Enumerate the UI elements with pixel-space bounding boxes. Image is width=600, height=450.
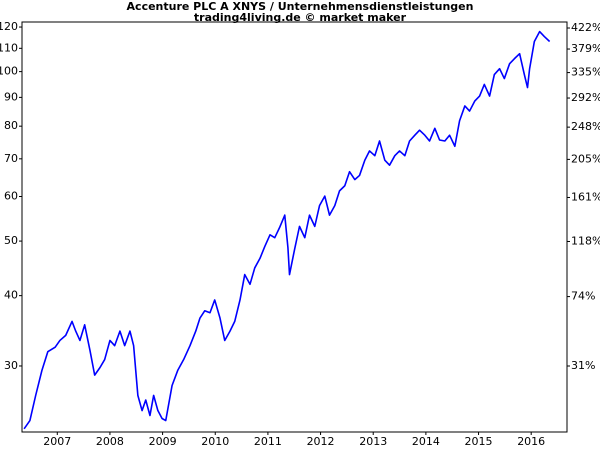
x-tick-label: 2012: [307, 435, 335, 448]
y2-tick-label: 248%: [571, 120, 600, 133]
y-tick-label: 50: [4, 234, 18, 247]
y-tick-label: 70: [4, 152, 18, 165]
y2-tick-label: 422%: [571, 21, 600, 34]
y-tick-label: 90: [4, 90, 18, 103]
y-tick-label: 40: [4, 289, 18, 302]
x-tick-label: 2013: [359, 435, 387, 448]
x-tick-label: 2016: [517, 435, 545, 448]
x-tick-label: 2009: [149, 435, 177, 448]
y2-tick-label: 118%: [571, 234, 600, 247]
y2-tick-label: 205%: [571, 152, 600, 165]
y-tick-label: 100: [0, 65, 18, 78]
y-tick-label: 60: [4, 190, 18, 203]
y2-tick-label: 335%: [571, 66, 600, 79]
y-tick-label: 120: [0, 20, 18, 33]
x-tick-label: 2007: [43, 435, 71, 448]
chart-subtitle: trading4living.de © market maker: [194, 11, 407, 24]
y2-tick-label: 31%: [571, 359, 595, 372]
x-tick-label: 2011: [254, 435, 282, 448]
y2-tick-label: 292%: [571, 91, 600, 104]
y-tick-label: 30: [4, 359, 18, 372]
plot-frame: [21, 21, 568, 433]
x-tick-label: 2015: [465, 435, 493, 448]
y2-tick-label: 161%: [571, 190, 600, 203]
x-tick-label: 2008: [96, 435, 124, 448]
y2-tick-label: 379%: [571, 42, 600, 55]
y-tick-label: 80: [4, 119, 18, 132]
x-tick-label: 2014: [412, 435, 440, 448]
price-line: [23, 30, 551, 430]
chart-title: Accenture PLC A XNYS / Unternehmensdiens…: [127, 0, 474, 13]
x-tick-label: 2010: [201, 435, 229, 448]
y-tick-label: 110: [0, 41, 18, 54]
y2-tick-label: 74%: [571, 290, 595, 303]
